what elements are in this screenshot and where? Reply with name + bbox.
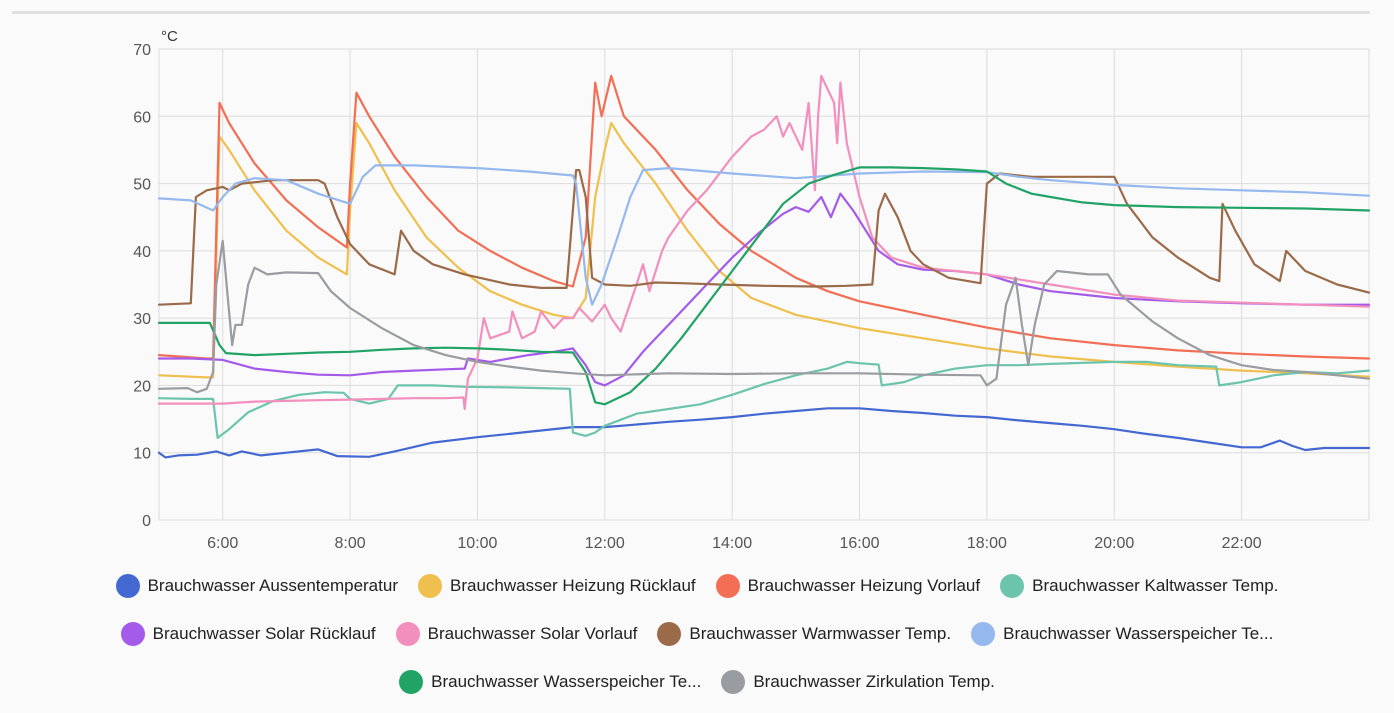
- legend-label: Brauchwasser Solar Rücklauf: [152, 624, 376, 643]
- y-tick-label: 20: [133, 378, 151, 395]
- legend-item[interactable]: Brauchwasser Solar Vorlauf: [395, 622, 638, 646]
- chart-grid: [158, 48, 1370, 521]
- series-line-9[interactable]: [157, 239, 1371, 394]
- legend-swatch-icon: [715, 574, 740, 598]
- legend-label: Brauchwasser Kaltwasser Temp.: [1032, 576, 1279, 595]
- y-tick-label: 0: [142, 513, 151, 530]
- x-tick-label: 18:00: [967, 535, 1007, 552]
- legend-item[interactable]: Brauchwasser Zirkulation Temp.: [721, 670, 995, 694]
- legend-label: Brauchwasser Heizung Rücklauf: [449, 576, 696, 595]
- legend-item[interactable]: Brauchwasser Wasserspeicher Te...: [971, 622, 1273, 646]
- legend-swatch-icon: [115, 574, 140, 598]
- x-tick-label: 14:00: [712, 535, 752, 552]
- x-tick-label: 22:00: [1222, 535, 1262, 552]
- x-tick-label: 6:00: [207, 535, 238, 552]
- chart-legend: Brauchwasser Aussentemperatur Brauchwasse…: [0, 562, 1394, 706]
- legend-label: Brauchwasser Wasserspeicher Te...: [431, 672, 702, 691]
- x-tick-label: 8:00: [334, 535, 365, 552]
- legend-item[interactable]: Brauchwasser Aussentemperatur: [115, 574, 398, 598]
- legend-item[interactable]: Brauchwasser Warmwasser Temp.: [657, 622, 951, 646]
- legend-row: Brauchwasser Solar Rücklauf Brauchwasser …: [0, 610, 1394, 658]
- x-tick-label: 10:00: [457, 535, 497, 552]
- card-divider: [12, 11, 1370, 14]
- legend-label: Brauchwasser Solar Vorlauf: [427, 624, 638, 643]
- y-tick-label: 50: [133, 177, 151, 194]
- legend-swatch-icon: [399, 670, 424, 694]
- legend-label: Brauchwasser Warmwasser Temp.: [689, 624, 952, 643]
- series-line-1[interactable]: [157, 121, 1371, 379]
- series-line-2[interactable]: [157, 74, 1371, 360]
- legend-swatch-icon: [721, 670, 746, 694]
- chart-series: [157, 74, 1371, 459]
- series-line-3[interactable]: [157, 360, 1371, 439]
- series-line-8[interactable]: [157, 166, 1371, 406]
- legend-item[interactable]: Brauchwasser Kaltwasser Temp.: [1000, 574, 1278, 598]
- y-tick-label: 40: [133, 244, 151, 261]
- y-tick-label: 70: [133, 42, 151, 59]
- legend-row: Brauchwasser Wasserspeicher Te... Brauchw…: [0, 658, 1394, 706]
- x-tick-label: 20:00: [1094, 535, 1134, 552]
- legend-row: Brauchwasser Aussentemperatur Brauchwasse…: [0, 562, 1394, 610]
- legend-swatch-icon: [395, 622, 420, 646]
- legend-swatch-icon: [657, 622, 682, 646]
- chart-axes: 0 10 20 30 40 50 60 70 6:00 8:00 10:00 12:00 14:00 16…: [133, 28, 1262, 552]
- legend-label: Brauchwasser Wasserspeicher Te...: [1003, 624, 1274, 643]
- series-line-7[interactable]: [157, 164, 1371, 306]
- legend-label: Brauchwasser Zirkulation Temp.: [753, 672, 995, 691]
- series-line-0[interactable]: [157, 407, 1371, 459]
- legend-label: Brauchwasser Aussentemperatur: [147, 576, 398, 595]
- legend-swatch-icon: [1000, 574, 1025, 598]
- series-line-6[interactable]: [157, 169, 1371, 306]
- y-tick-label: 60: [133, 109, 151, 126]
- legend-swatch-icon: [971, 622, 996, 646]
- legend-item[interactable]: Brauchwasser Heizung Rücklauf: [417, 574, 696, 598]
- y-tick-label: 10: [133, 446, 151, 463]
- y-axis-unit: °C: [161, 28, 178, 45]
- temperature-chart[interactable]: 0 10 20 30 40 50 60 70 6:00 8:00 10:00 12:00 14:00 16…: [0, 0, 1394, 560]
- x-tick-label: 12:00: [585, 535, 625, 552]
- legend-swatch-icon: [417, 574, 442, 598]
- legend-item[interactable]: Brauchwasser Heizung Vorlauf: [715, 574, 981, 598]
- legend-swatch-icon: [120, 622, 145, 646]
- legend-label: Brauchwasser Heizung Vorlauf: [747, 576, 981, 595]
- legend-item[interactable]: Brauchwasser Wasserspeicher Te...: [399, 670, 701, 694]
- x-tick-label: 16:00: [840, 535, 880, 552]
- legend-item[interactable]: Brauchwasser Solar Rücklauf: [120, 622, 376, 646]
- y-tick-label: 30: [133, 311, 151, 328]
